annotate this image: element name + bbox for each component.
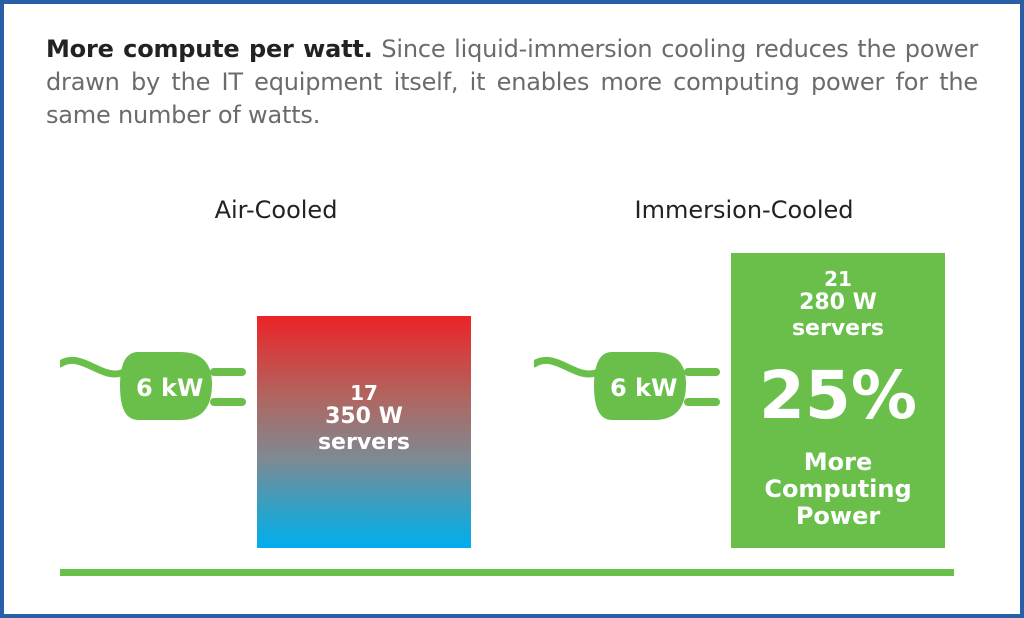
intro-paragraph: More compute per watt. Since liquid-imme… <box>46 33 978 132</box>
immersion-server-label: servers <box>791 316 885 341</box>
immersion-cooled-heading: Immersion-Cooled <box>634 196 854 224</box>
caption-line-power: Power <box>795 502 881 530</box>
immersion-server-wattage: 280 W <box>799 290 877 315</box>
immersion-server-count: 21 <box>824 267 852 291</box>
air-power-label: 6 kW <box>136 374 204 402</box>
power-plug-icon <box>60 352 246 420</box>
air-server-count: 17 <box>350 381 378 405</box>
air-cooled-heading: Air-Cooled <box>214 196 338 224</box>
intro-lead: More compute per watt. <box>46 35 373 63</box>
air-server-label: servers <box>317 430 411 455</box>
caption-line-computing: Computing <box>764 475 912 503</box>
immersion-power-label: 6 kW <box>610 374 678 402</box>
air-cooled-server-block: 17 350 W servers <box>257 316 471 548</box>
air-server-wattage: 350 W <box>325 404 403 429</box>
improvement-percent: 25% <box>759 357 917 434</box>
caption-line-more: More <box>803 448 873 476</box>
intro-body: Since liquid-immersion cooling reduces t… <box>46 35 978 129</box>
ground-line <box>60 569 954 576</box>
immersion-cooled-server-block: 21 280 W servers 25% More Computing Powe… <box>731 253 945 548</box>
power-plug-icon <box>534 352 720 420</box>
